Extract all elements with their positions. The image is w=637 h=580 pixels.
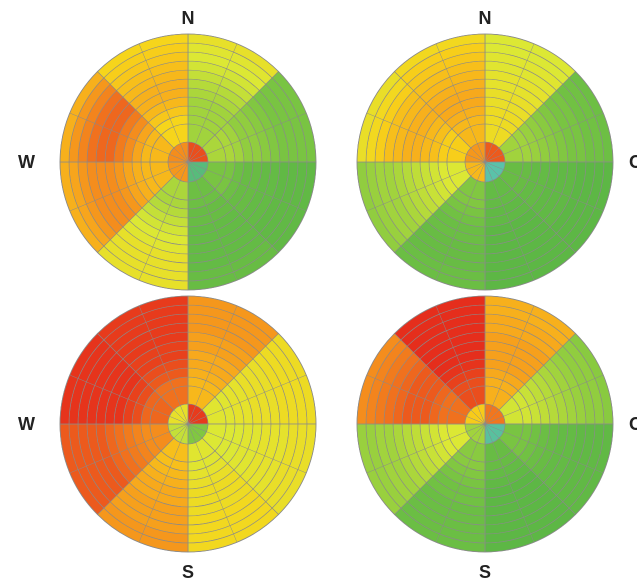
radial-grid-line (484, 305, 535, 425)
radial-grid-line (366, 161, 486, 212)
radial-grid-line (187, 71, 279, 163)
disc-outline (59, 33, 317, 291)
radial-grid-line (187, 161, 238, 281)
radial-grid-line (69, 374, 189, 425)
radial-grid-line (484, 333, 576, 425)
radial-grid-line (138, 305, 189, 425)
compass-label-east: O (629, 152, 637, 172)
radial-grid-line (97, 71, 189, 163)
radial-grid-line (187, 305, 238, 425)
disc-outline (356, 33, 614, 291)
radial-grid-line (138, 161, 189, 281)
radial-grid-line (394, 333, 486, 425)
polar-chart-2: NO (356, 8, 637, 291)
radial-grid-line (187, 112, 307, 163)
radial-grid-line (484, 43, 535, 163)
radial-grid-line (187, 333, 279, 425)
radial-grid-line (484, 71, 576, 163)
radial-grid-line (187, 423, 238, 543)
radial-grid-line (187, 374, 307, 425)
radial-grid-line (484, 423, 604, 474)
polar-chart-1: NW (18, 8, 317, 291)
radial-grid-line (484, 374, 604, 425)
compass-label-south: S (479, 562, 491, 580)
radial-grid-line (435, 305, 486, 425)
radial-grid-line (366, 112, 486, 163)
compass-label-south: S (182, 562, 194, 580)
radial-grid-line (484, 161, 576, 253)
radial-grid-line (187, 43, 238, 163)
compass-label-north: N (479, 8, 492, 28)
polar-chart-4: SO (356, 295, 637, 580)
radial-grid-line (187, 161, 279, 253)
radial-grid-line (435, 43, 486, 163)
radial-grid-line (138, 43, 189, 163)
radial-grid-line (366, 374, 486, 425)
radial-grid-line (97, 423, 189, 515)
compass-label-east: O (629, 414, 637, 434)
radial-grid-line (484, 423, 535, 543)
radial-grid-line (97, 161, 189, 253)
radial-grid-line (394, 161, 486, 253)
radial-grid-line (394, 71, 486, 163)
compass-label-west: W (18, 414, 35, 434)
radial-grid-line (138, 423, 189, 543)
radial-grid-line (187, 423, 279, 515)
radial-grid-line (187, 423, 307, 474)
compass-label-north: N (182, 8, 195, 28)
polar-chart-3: SW (18, 295, 317, 580)
radial-grid-line (484, 423, 576, 515)
radial-grid-line (484, 161, 604, 212)
radial-grid-line (484, 161, 535, 281)
disc-outline (59, 295, 317, 553)
radial-grid-line (69, 423, 189, 474)
radial-grid-line (187, 161, 307, 212)
compass-label-west: W (18, 152, 35, 172)
radial-grid-line (394, 423, 486, 515)
radial-grid-line (484, 112, 604, 163)
radial-grid-line (69, 112, 189, 163)
radial-grid-line (366, 423, 486, 474)
radial-grid-line (435, 161, 486, 281)
disc-outline (356, 295, 614, 553)
radial-grid-line (97, 333, 189, 425)
radial-grid-line (435, 423, 486, 543)
radial-grid-line (69, 161, 189, 212)
